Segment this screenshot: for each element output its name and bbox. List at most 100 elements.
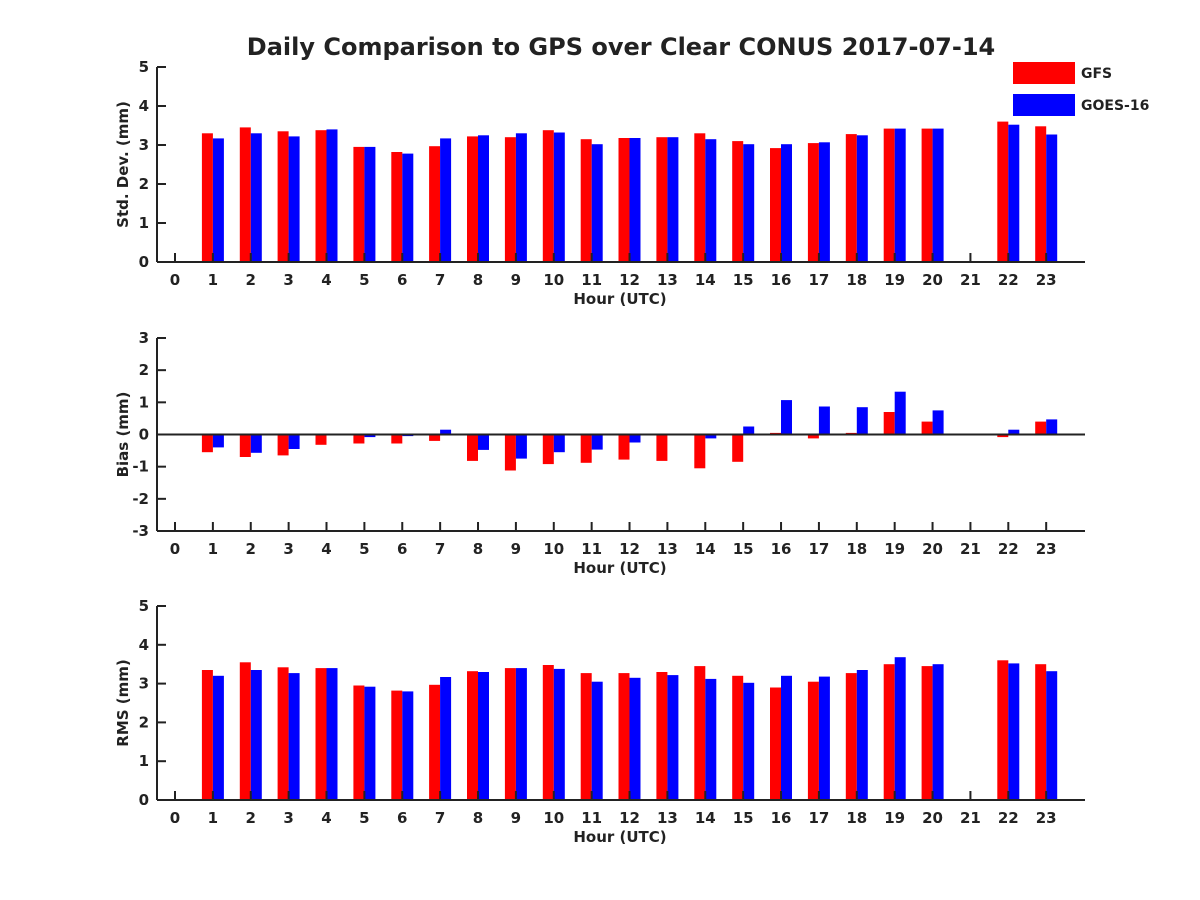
legend-swatch-gfs — [1013, 62, 1075, 84]
bar-goes-16-hour-11 — [591, 434, 603, 450]
x-tick-label: 16 — [771, 540, 792, 558]
x-tick-label: 12 — [619, 540, 640, 558]
x-tick-label: 1 — [208, 540, 218, 558]
y-tick-label: 3 — [139, 329, 149, 347]
x-tick-label: 22 — [998, 540, 1019, 558]
bar-gfs-hour-14 — [694, 133, 706, 262]
x-tick-label: 13 — [657, 540, 678, 558]
x-axis-label: Hour (UTC) — [573, 828, 666, 846]
bar-goes-16-hour-20 — [932, 128, 944, 262]
bar-gfs-hour-6 — [391, 152, 403, 262]
y-tick-label: 3 — [139, 675, 149, 693]
y-tick-label: 2 — [139, 361, 149, 379]
bar-gfs-hour-5 — [353, 434, 365, 444]
bar-gfs-hour-17 — [807, 434, 819, 439]
y-tick-label: 4 — [139, 97, 149, 115]
x-tick-label: 8 — [473, 271, 483, 289]
x-tick-label: 10 — [543, 271, 564, 289]
x-tick-label: 21 — [960, 540, 981, 558]
x-tick-label: 14 — [695, 540, 716, 558]
bar-gfs-hour-17 — [807, 681, 819, 800]
bar-gfs-hour-10 — [542, 434, 554, 465]
bar-gfs-hour-9 — [504, 137, 516, 262]
bar-gfs-hour-18 — [845, 134, 857, 262]
x-tick-label: 10 — [543, 809, 564, 827]
bar-gfs-hour-4 — [315, 434, 327, 445]
bar-goes-16-hour-4 — [326, 129, 338, 262]
bar-goes-16-hour-11 — [591, 681, 603, 800]
bar-gfs-hour-2 — [239, 127, 251, 263]
bar-gfs-hour-7 — [429, 434, 441, 441]
x-tick-label: 6 — [397, 540, 407, 558]
bar-gfs-hour-23 — [1035, 126, 1047, 262]
x-tick-label: 13 — [657, 271, 678, 289]
bar-goes-16-hour-14 — [705, 434, 717, 439]
bar-gfs-hour-13 — [656, 434, 668, 461]
bar-gfs-hour-6 — [391, 690, 403, 800]
bar-goes-16-hour-22 — [1008, 429, 1020, 435]
bar-goes-16-hour-7 — [440, 677, 452, 800]
legend-swatch-goes-16 — [1013, 94, 1075, 116]
bar-gfs-hour-13 — [656, 672, 668, 800]
bar-goes-16-hour-6 — [402, 691, 414, 800]
y-axis-label: Bias (mm) — [114, 392, 132, 478]
bar-gfs-hour-4 — [315, 130, 327, 262]
x-tick-label: 17 — [808, 809, 829, 827]
bar-goes-16-hour-10 — [553, 668, 565, 800]
bar-gfs-hour-20 — [921, 128, 933, 262]
x-tick-label: 6 — [397, 809, 407, 827]
bar-goes-16-hour-7 — [440, 429, 452, 435]
x-tick-label: 1 — [208, 809, 218, 827]
bar-gfs-hour-5 — [353, 146, 365, 262]
x-tick-label: 2 — [246, 809, 256, 827]
x-tick-label: 19 — [884, 271, 905, 289]
x-tick-label: 1 — [208, 271, 218, 289]
bar-goes-16-hour-8 — [478, 135, 489, 263]
bar-goes-16-hour-15 — [743, 144, 755, 262]
x-tick-label: 7 — [435, 271, 445, 289]
bar-goes-16-hour-19 — [894, 391, 906, 435]
x-tick-label: 20 — [922, 271, 943, 289]
bar-gfs-hour-1 — [201, 434, 213, 453]
bar-gfs-hour-3 — [277, 667, 289, 800]
x-tick-label: 21 — [960, 809, 981, 827]
bar-gfs-hour-7 — [429, 684, 441, 800]
x-tick-label: 3 — [283, 540, 293, 558]
bar-goes-16-hour-23 — [1046, 419, 1058, 435]
bar-gfs-hour-13 — [656, 137, 668, 262]
bar-goes-16-hour-19 — [894, 657, 906, 800]
x-tick-label: 4 — [321, 809, 331, 827]
bar-goes-16-hour-8 — [478, 672, 489, 800]
bar-gfs-hour-11 — [580, 673, 592, 800]
bar-goes-16-hour-18 — [856, 407, 868, 435]
x-tick-label: 22 — [998, 809, 1019, 827]
x-tick-label: 18 — [846, 271, 867, 289]
bar-goes-16-hour-3 — [288, 673, 300, 800]
x-tick-label: 20 — [922, 540, 943, 558]
y-axis-label: RMS (mm) — [114, 659, 132, 746]
y-tick-label: 5 — [139, 597, 149, 615]
x-tick-label: 0 — [170, 809, 180, 827]
bar-gfs-hour-16 — [770, 148, 781, 262]
bar-gfs-hour-1 — [201, 133, 213, 262]
bar-gfs-hour-4 — [315, 668, 327, 800]
x-tick-label: 12 — [619, 271, 640, 289]
x-tick-label: 11 — [581, 271, 602, 289]
y-axis-label: Std. Dev. (mm) — [114, 101, 132, 228]
x-tick-label: 9 — [511, 809, 521, 827]
bar-gfs-hour-20 — [921, 421, 933, 435]
x-tick-label: 16 — [771, 809, 792, 827]
bar-gfs-hour-12 — [618, 673, 630, 800]
bar-goes-16-hour-14 — [705, 139, 717, 262]
bar-gfs-hour-3 — [277, 131, 289, 262]
bar-gfs-hour-15 — [732, 141, 744, 262]
x-tick-label: 21 — [960, 271, 981, 289]
bar-goes-16-hour-18 — [856, 670, 868, 800]
bar-gfs-hour-22 — [997, 434, 1009, 438]
x-tick-label: 5 — [359, 271, 369, 289]
x-tick-label: 18 — [846, 540, 867, 558]
bar-goes-16-hour-17 — [818, 676, 830, 800]
x-tick-label: 15 — [733, 540, 754, 558]
y-tick-label: 2 — [139, 713, 149, 731]
